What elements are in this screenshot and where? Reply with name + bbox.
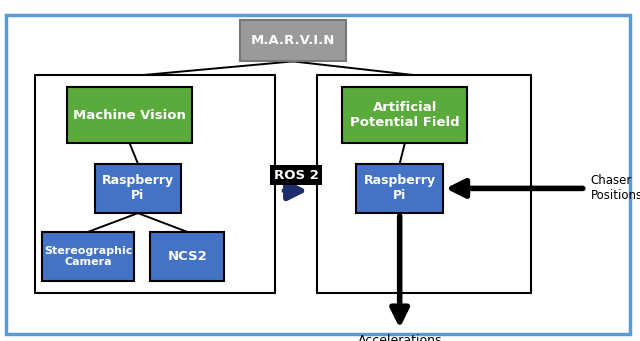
FancyBboxPatch shape: [342, 87, 467, 143]
FancyBboxPatch shape: [240, 20, 346, 61]
Text: Machine Vision: Machine Vision: [73, 108, 186, 122]
Text: ROS 2: ROS 2: [273, 169, 319, 182]
Text: Raspberry
Pi: Raspberry Pi: [102, 174, 174, 203]
Text: M.A.R.V.I.N: M.A.R.V.I.N: [251, 34, 335, 47]
FancyBboxPatch shape: [42, 232, 134, 281]
Text: Chaser
Positions: Chaser Positions: [591, 174, 640, 203]
Text: Stereographic
Camera: Stereographic Camera: [44, 246, 132, 267]
Text: Artificial
Potential Field: Artificial Potential Field: [350, 101, 460, 129]
FancyBboxPatch shape: [67, 87, 192, 143]
Text: Raspberry
Pi: Raspberry Pi: [364, 174, 436, 203]
FancyBboxPatch shape: [95, 164, 181, 213]
FancyBboxPatch shape: [356, 164, 443, 213]
FancyBboxPatch shape: [150, 232, 224, 281]
Text: Accelerations: Accelerations: [357, 334, 442, 341]
Text: NCS2: NCS2: [167, 250, 207, 263]
